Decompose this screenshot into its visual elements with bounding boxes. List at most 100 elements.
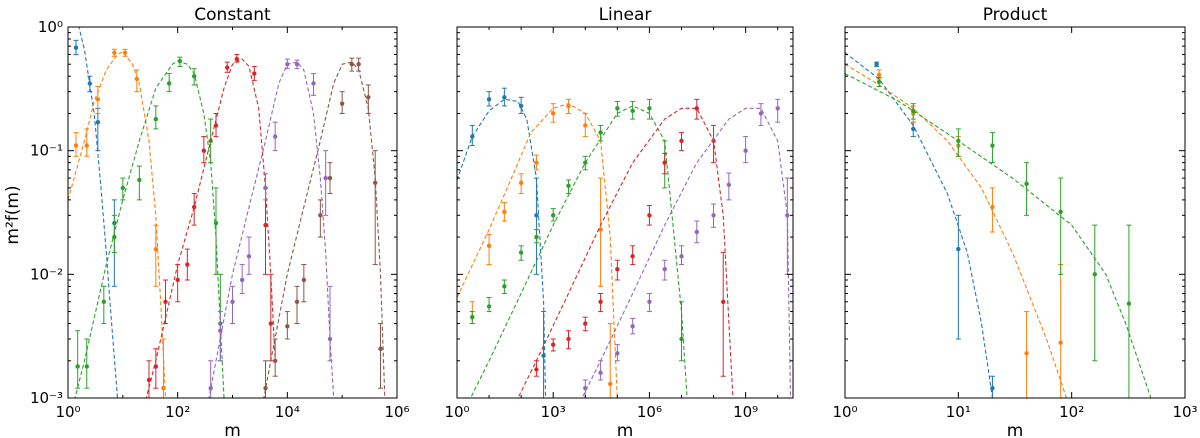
data-point <box>721 299 726 304</box>
data-point <box>785 213 790 218</box>
plot-frame <box>844 26 1186 399</box>
series-line <box>845 73 1152 398</box>
data-point <box>213 220 219 226</box>
y-tick-label: 10⁻¹ <box>30 142 63 160</box>
data-point <box>372 180 378 185</box>
series-line <box>145 58 276 398</box>
plot-area <box>457 87 792 398</box>
data-point <box>285 62 290 67</box>
data-point <box>185 262 190 267</box>
data-point <box>679 254 684 259</box>
data-point <box>311 81 316 86</box>
panel-title: Linear <box>599 5 652 25</box>
x-tick-label: 10¹ <box>946 403 971 421</box>
data-point <box>551 111 556 116</box>
data-point <box>502 284 507 289</box>
data-point <box>630 108 635 114</box>
data-point <box>598 227 603 232</box>
plot-frame <box>456 26 794 399</box>
data-point <box>583 160 588 165</box>
data-point <box>230 299 235 304</box>
series-4 <box>517 98 734 398</box>
data-point <box>583 321 588 326</box>
data-point <box>534 213 539 218</box>
x-tick-label: 10⁰ <box>55 403 80 421</box>
data-point <box>161 386 166 391</box>
data-point <box>758 111 764 116</box>
x-axis-label: m <box>224 421 241 438</box>
series-2 <box>457 98 618 398</box>
data-point <box>694 106 699 111</box>
data-point <box>874 62 879 67</box>
data-point <box>662 267 667 272</box>
data-point <box>1126 301 1132 306</box>
series-5 <box>208 58 335 398</box>
data-point <box>876 72 882 78</box>
data-point <box>608 381 613 387</box>
series-5 <box>581 98 792 398</box>
data-point <box>339 101 345 106</box>
data-point <box>224 65 230 70</box>
data-point <box>911 126 916 132</box>
series-6 <box>263 57 386 398</box>
data-point <box>95 97 101 102</box>
data-point <box>191 204 197 210</box>
data-point <box>301 277 307 283</box>
data-point <box>726 182 732 187</box>
ticks <box>456 26 793 399</box>
series-line <box>263 61 386 398</box>
data-point <box>911 108 916 114</box>
series-line <box>457 98 547 398</box>
x-tick-label: 10⁰ <box>832 403 857 421</box>
series-line <box>845 52 994 398</box>
panel-product: Product m 10⁰ 10¹ 10² 10³ <box>832 5 1197 438</box>
plot-frame <box>67 26 398 399</box>
panel-constant: Constant m 10⁰ 10² 10⁴ 10⁶ 10⁻³ 10⁻² 10⁻¹ 10⁰ <box>30 5 410 438</box>
data-point <box>252 71 257 76</box>
data-point <box>583 386 588 391</box>
data-point <box>75 364 80 369</box>
data-point <box>73 143 79 148</box>
series-line <box>470 105 688 398</box>
data-point <box>502 95 507 100</box>
data-point <box>153 116 159 122</box>
data-point <box>534 367 539 372</box>
data-point <box>694 229 699 235</box>
data-point <box>272 134 278 139</box>
data-point <box>285 324 290 329</box>
series-line <box>208 61 335 398</box>
x-tick-label: 10⁹ <box>733 403 758 421</box>
data-point <box>775 106 780 111</box>
data-point <box>502 209 507 215</box>
x-tick-label: 10² <box>165 403 190 421</box>
data-point <box>175 277 180 283</box>
data-point <box>378 346 383 351</box>
x-tick-label: 10⁴ <box>275 403 300 421</box>
data-point <box>956 246 961 252</box>
data-point <box>272 358 278 363</box>
data-point <box>263 222 268 228</box>
series-3 <box>845 73 1152 398</box>
data-point <box>615 106 620 111</box>
data-point <box>679 138 684 144</box>
data-point <box>177 58 183 64</box>
data-point <box>356 62 361 67</box>
data-point <box>615 351 620 356</box>
data-point <box>1058 209 1063 215</box>
series-1 <box>845 52 995 398</box>
data-point <box>263 386 268 391</box>
data-point <box>208 386 213 391</box>
y-axis-label: m²f(m) <box>3 185 23 244</box>
data-point <box>711 138 716 144</box>
data-point <box>73 45 79 50</box>
data-point <box>876 79 882 85</box>
data-point <box>112 234 117 240</box>
data-point <box>213 123 219 128</box>
x-tick-label: 10⁶ <box>384 403 409 421</box>
data-point <box>234 56 240 62</box>
data-point <box>518 250 524 255</box>
data-point <box>647 106 652 111</box>
x-tick-label: 10⁰ <box>444 403 469 421</box>
data-point <box>486 304 492 309</box>
series-line <box>457 103 618 398</box>
